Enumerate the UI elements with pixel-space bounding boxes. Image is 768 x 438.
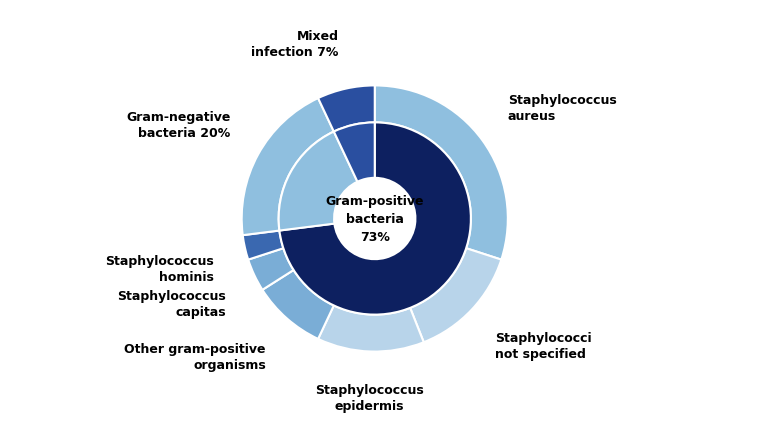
Text: Other gram-positive
organisms: Other gram-positive organisms <box>124 342 266 371</box>
Wedge shape <box>410 249 502 343</box>
Text: Staphylococci
not specified: Staphylococci not specified <box>495 332 591 360</box>
Text: Mixed
infection 7%: Mixed infection 7% <box>251 30 339 59</box>
Wedge shape <box>243 231 283 260</box>
Text: Staphylococcus
hominis: Staphylococcus hominis <box>105 255 214 284</box>
Wedge shape <box>242 99 334 236</box>
Wedge shape <box>280 123 471 315</box>
Text: Gram-positive
bacteria
73%: Gram-positive bacteria 73% <box>326 194 424 244</box>
Wedge shape <box>248 249 293 290</box>
Wedge shape <box>263 270 334 339</box>
Wedge shape <box>375 86 508 260</box>
Text: Gram-negative
bacteria 20%: Gram-negative bacteria 20% <box>126 111 230 140</box>
Wedge shape <box>318 306 424 352</box>
Text: Staphylococcus
capitas: Staphylococcus capitas <box>118 289 226 318</box>
Text: Staphylococcus
aureus: Staphylococcus aureus <box>508 94 617 123</box>
Wedge shape <box>279 132 357 231</box>
Text: Staphylococcus
epidermis: Staphylococcus epidermis <box>315 383 424 412</box>
Wedge shape <box>318 86 375 132</box>
Wedge shape <box>334 123 375 182</box>
